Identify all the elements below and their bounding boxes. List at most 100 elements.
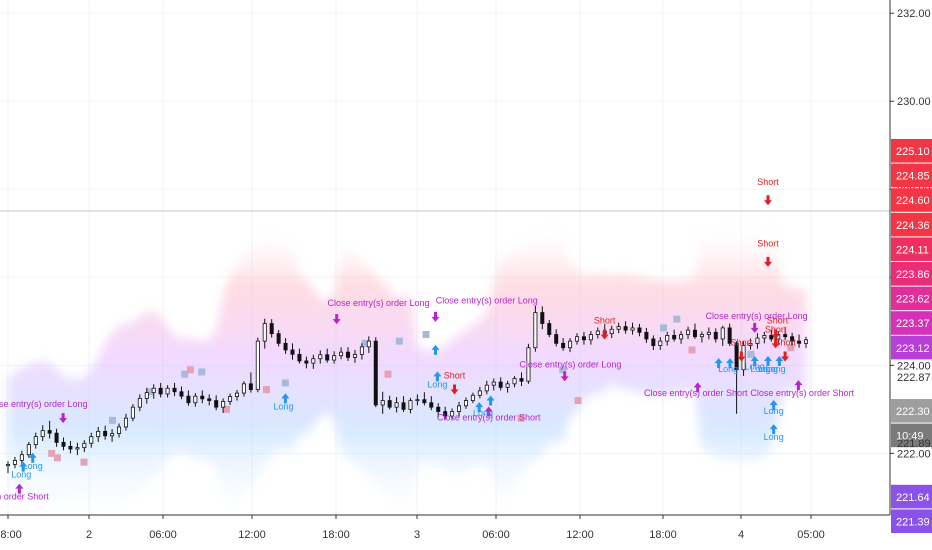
candle [332, 351, 337, 364]
marker-square [660, 324, 667, 332]
candle [75, 442, 80, 456]
candle [33, 432, 38, 449]
price-badge-bg [891, 286, 932, 311]
candle [269, 319, 274, 338]
arrow-down-icon [764, 195, 772, 206]
signal-label: Long [766, 364, 786, 374]
candle-body [248, 383, 253, 390]
candle-body [387, 400, 392, 408]
candle-body [179, 391, 184, 397]
signal-label: Long [23, 461, 43, 471]
candle [283, 338, 288, 354]
y-tick-label: 222.00 [897, 448, 931, 460]
x-tick-label: 4 [738, 529, 744, 541]
signal-label: Close entry(s) order Long [436, 296, 538, 306]
signal-label: Long [745, 362, 765, 372]
price-badge-label: 224.11 [896, 244, 929, 256]
candle [366, 336, 371, 354]
price-badge: 224.11 [891, 237, 932, 261]
x-tick-label: 06:00 [482, 529, 510, 541]
candle [727, 323, 732, 346]
marker-square [181, 370, 189, 378]
candle-body [706, 331, 711, 335]
candle-body [581, 336, 586, 341]
candle [443, 406, 448, 420]
y-plain-label: 222.87 [897, 372, 931, 384]
candle [241, 381, 246, 397]
price-badge: 224.60 [891, 188, 932, 212]
signal-label: Short [757, 177, 779, 187]
arrow-down-icon [764, 256, 772, 267]
candle [137, 394, 142, 412]
candle [470, 392, 475, 404]
arrow-up-icon [281, 393, 290, 404]
candle [588, 331, 593, 345]
candle [130, 404, 135, 422]
signal-label: Close entry(s) order Long [327, 298, 429, 308]
price-axis[interactable]: 232.00230.00228.00226.00224.00222.00225.… [890, 8, 932, 533]
candle-body [26, 444, 31, 456]
signal-label: Short [774, 338, 796, 348]
candle-body [498, 381, 503, 388]
candle-body [526, 347, 531, 382]
price-badge-bg [891, 262, 932, 286]
x-tick-label: 05:00 [797, 529, 825, 541]
candle-body [470, 394, 475, 401]
arrow-up-icon [714, 358, 723, 369]
candle-body [658, 340, 663, 346]
arrow-up-icon [486, 395, 495, 406]
marker-squares [48, 315, 795, 466]
candle [6, 461, 11, 474]
candle [179, 386, 184, 400]
price-badge-bg [891, 139, 932, 163]
marker-square [747, 350, 755, 358]
ribbon-band [8, 217, 806, 533]
y-plain-label: 221.89 [897, 438, 931, 450]
candle-body [491, 381, 496, 386]
price-badge-bg [891, 423, 932, 448]
signal-label: Long [11, 470, 31, 480]
marker-square [559, 366, 567, 374]
signal-label: Short [731, 338, 753, 348]
candle-body [54, 432, 59, 443]
price-badge-label: 222.30 [896, 406, 930, 418]
candle [110, 429, 115, 442]
candle [637, 323, 642, 337]
price-badge: 10:49 [891, 423, 932, 448]
marker-square [147, 388, 154, 396]
signal-label: Long [764, 406, 784, 416]
candle [387, 395, 392, 410]
candle [408, 397, 413, 414]
candle-body [484, 384, 489, 392]
candle-body [609, 328, 614, 335]
candle-body [505, 383, 510, 388]
marker-square [53, 454, 61, 462]
x-tick-label: 12:00 [566, 529, 594, 541]
time-axis[interactable]: 18:00 2 06:00 12:00 18:00 3 06:00 12:00 18:00 4 05… [0, 515, 825, 541]
arrow-up-icon [433, 371, 442, 382]
arrow-up-icon [726, 358, 734, 369]
candle-body [75, 447, 80, 450]
candle [672, 329, 677, 342]
arrow-up-icon [19, 461, 28, 472]
signal-arrows [15, 195, 803, 494]
price-badge: 223.37 [891, 311, 932, 335]
price-badge-label: 223.37 [896, 318, 930, 330]
candle [713, 328, 718, 343]
marker-square [688, 346, 696, 354]
marker-square [262, 386, 270, 394]
candle-body [422, 399, 427, 404]
marker-square [109, 416, 116, 424]
x-tick-label: 06:00 [149, 529, 177, 541]
x-tick-label: 3 [414, 529, 420, 541]
candle-body [477, 390, 482, 396]
candle-body [283, 342, 288, 351]
candle-body [96, 430, 101, 438]
candle-body [727, 327, 732, 344]
candle-body [158, 387, 163, 395]
candle [665, 331, 670, 346]
candle [568, 338, 573, 353]
candle-body [637, 327, 642, 333]
candle [89, 432, 94, 448]
candle-body [269, 323, 274, 335]
